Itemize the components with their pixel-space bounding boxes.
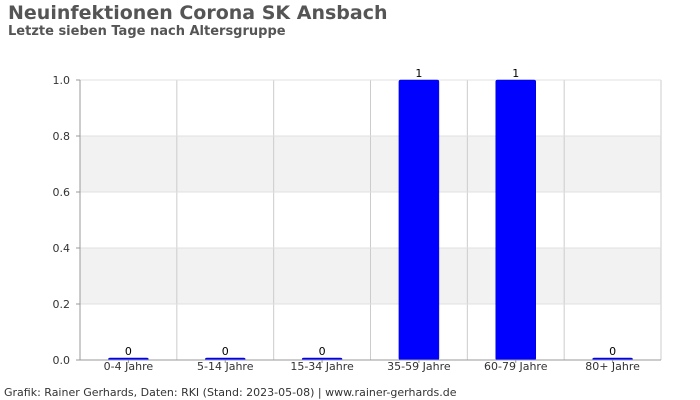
x-tick-label: 5-14 Jahre	[197, 360, 254, 373]
bar-60-79 Jahre	[495, 79, 536, 361]
y-tick-label: 0.8	[53, 130, 71, 143]
x-tick-label: 35-59 Jahre	[387, 360, 451, 373]
y-tick-labels: 0.0 0.2 0.4 0.6 0.8 1.0	[53, 74, 80, 367]
y-tick-label: 0.4	[53, 242, 71, 255]
axes	[79, 80, 661, 361]
chart-title: Neuinfektionen Corona SK Ansbach	[8, 2, 388, 24]
x-tick-label: 0-4 Jahre	[104, 360, 154, 373]
x-tick-labels: 0-4 Jahre 5-14 Jahre 15-34 Jahre 35-59 Jahr…	[104, 360, 640, 373]
value-label: 1	[512, 67, 519, 80]
y-tick-label: 1.0	[53, 74, 71, 87]
value-label: 0	[609, 345, 616, 358]
y-tick-label: 0.6	[53, 186, 71, 199]
x-tick-label: 80+ Jahre	[585, 360, 640, 373]
footer-credit: Grafik: Rainer Gerhards, Daten: RKI (Sta…	[4, 386, 457, 399]
x-tick-label: 15-34 Jahre	[290, 360, 354, 373]
value-label: 0	[319, 345, 326, 358]
vertical-gridlines	[176, 80, 662, 360]
value-label: 0	[125, 345, 132, 358]
y-tick-label: 0.0	[53, 354, 71, 367]
bar-35-59 Jahre	[398, 79, 440, 361]
value-label: 1	[415, 67, 422, 80]
value-label: 0	[222, 345, 229, 358]
x-tick-label: 60-79 Jahre	[484, 360, 548, 373]
value-labels: 0 0 0 1 1 0	[125, 67, 616, 358]
chart-subtitle: Letzte sieben Tage nach Altersgruppe	[8, 24, 286, 39]
y-tick-label: 0.2	[53, 298, 71, 311]
